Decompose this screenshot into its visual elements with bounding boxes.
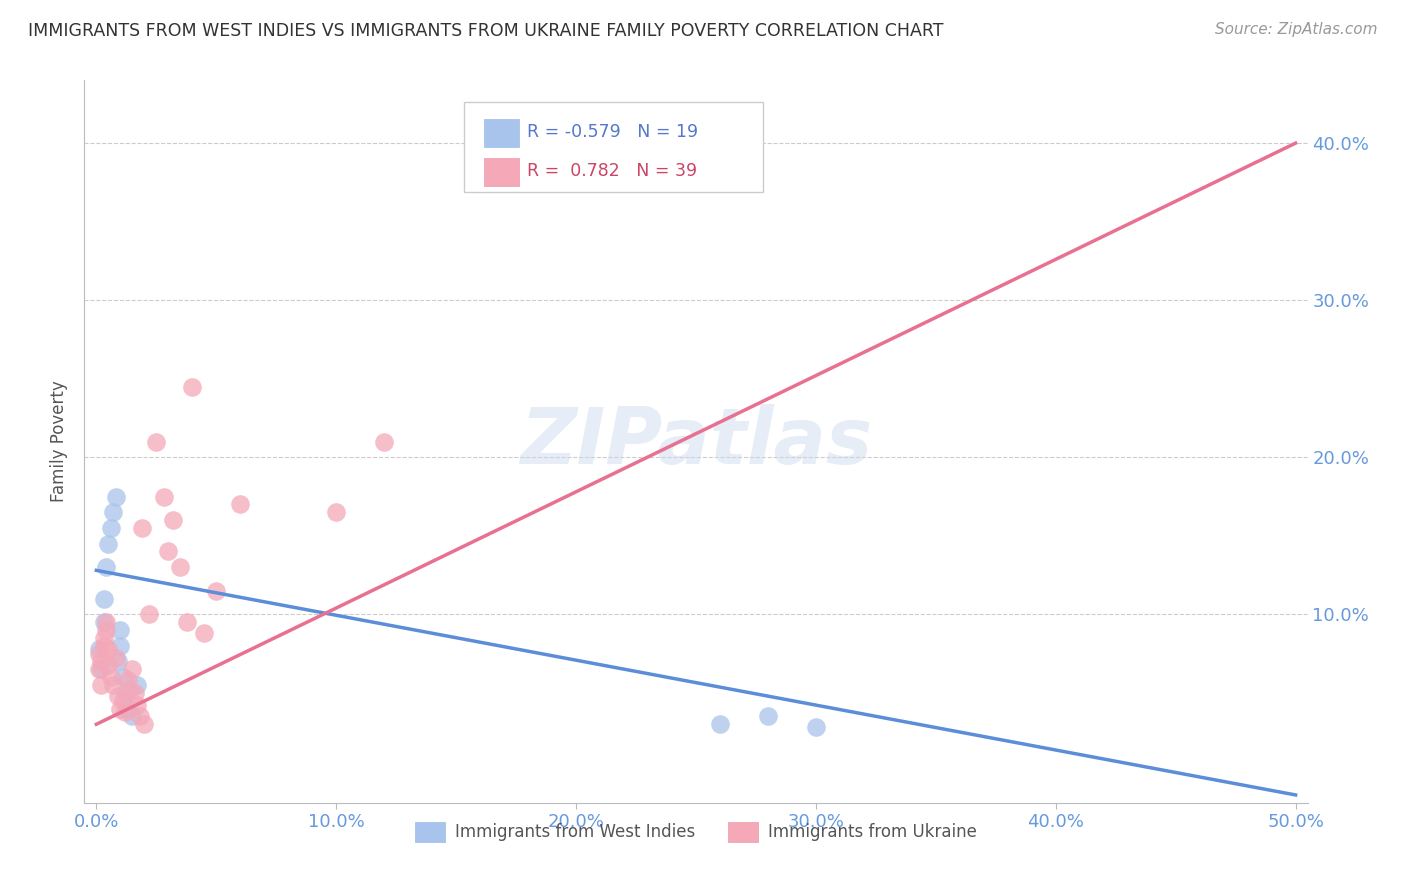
Point [110, 639, 132, 653]
Point [162, 513, 184, 527]
Point [114, 705, 136, 719]
Bar [484, 159, 519, 186]
Point [169, 560, 191, 574]
Point [121, 709, 143, 723]
Point [114, 686, 136, 700]
Point [97, 536, 120, 550]
Point [134, 717, 156, 731]
FancyBboxPatch shape [464, 102, 763, 193]
Point [87, 662, 110, 676]
Point [90, 678, 112, 692]
Bar [484, 120, 519, 147]
Point [107, 689, 129, 703]
Point [124, 686, 146, 700]
Point [90, 655, 112, 669]
Text: Source: ZipAtlas.com: Source: ZipAtlas.com [1215, 22, 1378, 37]
Point [93, 639, 115, 653]
Point [709, 717, 731, 731]
Point [93, 591, 115, 606]
Point [804, 720, 827, 734]
Point [87, 647, 110, 661]
Point [90, 662, 112, 676]
Point [127, 678, 149, 692]
Point [229, 497, 252, 511]
Y-axis label: Family Poverty: Family Poverty [51, 381, 69, 502]
Point [97, 657, 120, 672]
Point [110, 701, 132, 715]
Text: R = -0.579   N = 19: R = -0.579 N = 19 [527, 123, 699, 142]
Point [117, 701, 139, 715]
Legend: Immigrants from West Indies, Immigrants from Ukraine: Immigrants from West Indies, Immigrants … [408, 815, 984, 848]
Text: R =  0.782   N = 39: R = 0.782 N = 39 [527, 162, 697, 180]
Point [709, 128, 731, 143]
Point [128, 709, 150, 723]
Point [325, 505, 347, 519]
Point [111, 670, 134, 684]
Point [118, 682, 141, 697]
Point [176, 615, 198, 630]
Point [127, 698, 149, 713]
Point [111, 694, 134, 708]
Point [121, 662, 143, 676]
Text: IMMIGRANTS FROM WEST INDIES VS IMMIGRANTS FROM UKRAINE FAMILY POVERTY CORRELATIO: IMMIGRANTS FROM WEST INDIES VS IMMIGRANT… [28, 22, 943, 40]
Point [101, 505, 124, 519]
Point [94, 623, 117, 637]
Point [373, 434, 395, 449]
Point [104, 651, 127, 665]
Point [93, 615, 115, 630]
Point [100, 670, 122, 684]
Point [131, 521, 153, 535]
Point [93, 631, 115, 645]
Point [100, 521, 122, 535]
Point [101, 678, 124, 692]
Point [110, 623, 132, 637]
Point [756, 709, 779, 723]
Point [107, 655, 129, 669]
Point [145, 434, 167, 449]
Point [94, 560, 117, 574]
Point [87, 641, 110, 656]
Point [205, 583, 228, 598]
Point [97, 641, 120, 656]
Point [104, 490, 127, 504]
Point [94, 615, 117, 630]
Point [157, 544, 180, 558]
Text: ZIPatlas: ZIPatlas [520, 403, 872, 480]
Point [152, 490, 174, 504]
Point [193, 626, 215, 640]
Point [181, 379, 204, 393]
Point [117, 673, 139, 688]
Point [138, 607, 160, 622]
